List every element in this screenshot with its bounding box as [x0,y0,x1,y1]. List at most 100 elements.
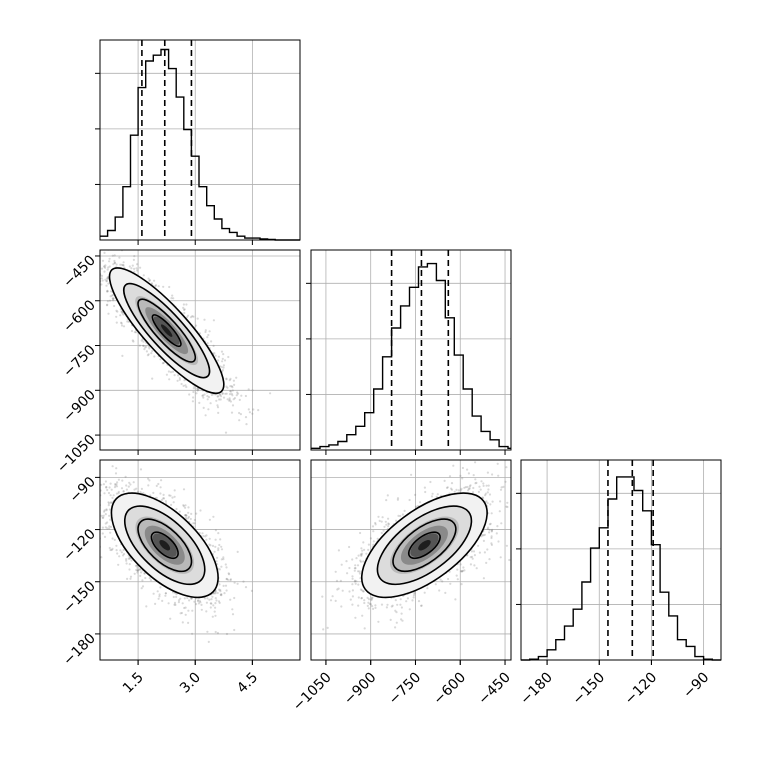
sample-point [491,528,494,531]
sample-point [183,606,186,610]
sample-point [162,361,165,365]
sample-point [92,242,94,244]
sample-point [230,411,234,414]
y-tick-label: −90 [67,474,99,506]
sample-point [143,572,146,575]
sample-point [103,265,106,268]
sample-point [100,483,103,486]
sample-point [218,588,221,591]
sample-point [140,487,143,490]
sample-point [178,378,181,381]
sample-point [182,303,185,306]
sample-point [224,584,228,587]
sample-point [467,472,470,475]
sample-point [94,542,96,544]
sample-point [120,263,123,266]
sample-point [183,311,186,315]
sample-point [472,474,475,477]
sample-point [387,525,390,528]
sample-point [203,393,206,396]
sample-point [121,479,124,482]
sample-point [382,529,385,532]
sample-point [354,582,357,585]
sample-point [214,590,217,593]
hist-panel-2: −180 −150 −120 −90 [516,459,722,708]
sample-point [372,607,375,611]
sample-point [113,538,116,542]
sample-point [363,599,366,602]
sample-point [76,241,78,243]
sample-point [171,294,174,297]
sample-point [117,490,120,493]
sample-point [485,561,488,565]
sample-point [490,529,493,532]
sample-point [225,632,229,636]
sample-point [525,489,527,491]
sample-point [193,518,196,522]
sample-point [93,527,95,529]
sample-point [174,603,177,607]
sample-point [420,604,423,607]
sample-point [470,555,474,559]
sample-point [486,491,489,494]
sample-point [136,566,139,569]
sample-point [128,265,131,268]
sample-point [151,377,154,380]
sample-point [489,503,492,506]
sample-point [485,484,488,487]
sample-point [205,538,208,541]
sample-point [459,570,463,573]
sample-point [131,264,134,267]
sample-point [175,593,178,596]
sample-point [122,548,125,552]
x-tick-label: −450 [475,670,514,709]
sample-point [490,535,493,538]
sample-point [232,379,235,382]
sample-point [362,541,365,544]
sample-point [129,483,132,486]
sample-point [80,253,82,255]
panel-frame [99,39,301,241]
sample-point [452,464,455,467]
sample-point [360,552,364,555]
contour-line [137,518,193,573]
sample-point [195,392,198,395]
sample-point [192,396,195,399]
sample-point [133,331,136,334]
sample-point [390,605,393,608]
sample-point [173,374,176,377]
sample-point [96,514,98,516]
sample-point [321,595,324,598]
sample-point [244,586,248,589]
sample-point [148,279,151,283]
sample-point [104,278,107,281]
sample-point [394,599,397,602]
sample-point [139,491,142,494]
sample-point [115,483,118,486]
sample-point [326,626,329,630]
contour-line [110,492,219,599]
sample-point [222,556,225,559]
sample-point [231,386,234,389]
sample-point [228,399,231,402]
sample-point [336,588,339,591]
sample-point [248,411,251,414]
sample-point [203,318,206,321]
sample-point [169,617,172,620]
sample-point [445,486,449,489]
sample-point [247,408,250,411]
sample-point [196,317,199,320]
sample-point [230,392,233,395]
sample-point [94,516,96,518]
sample-point [456,568,459,571]
sample-point [164,500,167,503]
sample-point [223,592,226,595]
sample-point [508,558,511,562]
sample-point [196,389,199,392]
sample-point [482,482,485,485]
sample-point [157,285,160,288]
hist-panel-0 [95,39,301,245]
sample-point [487,488,490,491]
sample-point [119,314,122,317]
sample-point [449,582,452,585]
